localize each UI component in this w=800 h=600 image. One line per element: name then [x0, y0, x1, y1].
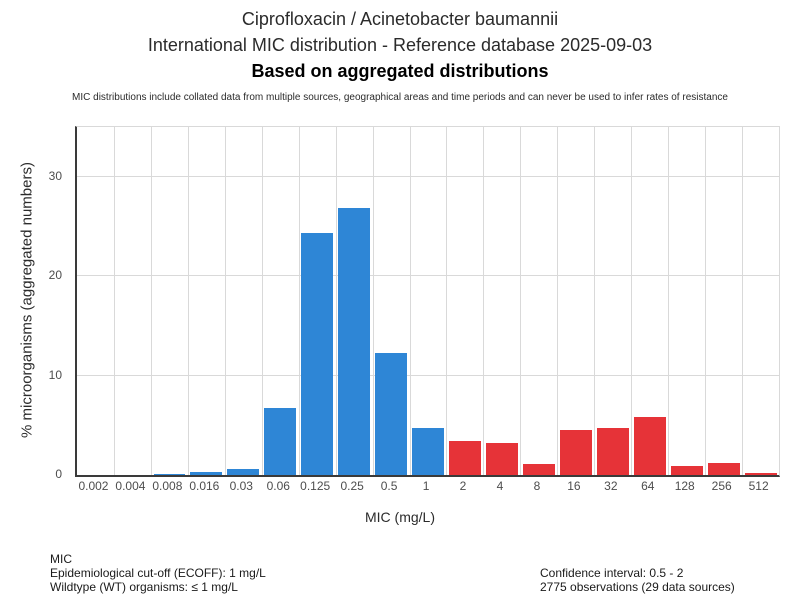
x-tick-2: 2 [459, 479, 467, 493]
v-gridline-2 [150, 127, 152, 475]
bar-1 [412, 428, 444, 475]
v-gridline-17 [705, 127, 707, 475]
v-gridline-18 [742, 127, 744, 475]
y-axis-title: % microorganisms (aggregated numbers) [18, 162, 36, 438]
bar-4 [486, 443, 518, 475]
x-tick-256: 256 [711, 479, 732, 493]
v-gridline-4 [224, 127, 226, 475]
y-tick-10: 10 [48, 367, 62, 382]
bar-cell-0.06 [262, 127, 299, 475]
bar-0.25 [338, 207, 371, 475]
bar-16 [559, 430, 592, 475]
bar-0.06 [264, 408, 297, 475]
ecoff-info-block: MIC Epidemiological cut-off (ECOFF): 1 m… [50, 552, 266, 594]
bar-0.016 [190, 472, 223, 475]
v-gridline-10 [446, 127, 448, 475]
x-tick-0.03: 0.03 [229, 479, 253, 493]
x-tick-0.016: 0.016 [189, 479, 220, 493]
chart-title-line1: Ciprofloxacin / Acinetobacter baumannii [241, 9, 559, 29]
ecoff-cutoff-line: Epidemiological cut-off (ECOFF): 1 mg/L [50, 566, 266, 580]
v-gridline-8 [372, 127, 374, 475]
v-gridline-1 [113, 127, 115, 475]
h-gridline-10 [77, 374, 779, 376]
chart-title-line2: International MIC distribution - Referen… [147, 35, 653, 55]
bar-0.125 [301, 233, 334, 475]
observations-line: 2775 observations (29 data sources) [540, 580, 735, 594]
v-gridline-13 [557, 127, 559, 475]
v-gridline-15 [631, 127, 633, 475]
y-tick-20: 20 [48, 268, 62, 283]
v-gridline-6 [298, 127, 300, 475]
bar-cell-0.004 [114, 127, 151, 475]
bar-32 [596, 428, 629, 475]
bar-cell-0.5 [373, 127, 410, 475]
x-tick-labels: 0.002 0.004 0.008 0.016 0.03 0.06 0.125 0.25 0.5… [75, 479, 777, 493]
bar-64 [633, 417, 666, 475]
h-gridline-20 [77, 275, 779, 277]
bar-cell-256 [705, 127, 742, 475]
x-tick-0.25: 0.25 [340, 479, 364, 493]
bar-2 [449, 441, 481, 475]
plot-area [75, 126, 780, 477]
x-tick-16: 16 [567, 479, 581, 493]
bar-0.5 [375, 352, 407, 475]
v-gridline-7 [335, 127, 337, 475]
v-gridline-14 [594, 127, 596, 475]
v-gridline-3 [187, 127, 189, 475]
x-tick-0.008: 0.008 [152, 479, 183, 493]
bar-cell-0.002 [77, 127, 114, 475]
v-gridline-16 [668, 127, 670, 475]
bar-cell-0.008 [151, 127, 188, 475]
bar-cell-0.016 [188, 127, 225, 475]
bar-cell-0.03 [225, 127, 262, 475]
chart-title-line3: Based on aggregated distributions [251, 61, 549, 81]
x-tick-0.5: 0.5 [380, 479, 398, 493]
x-tick-0.002: 0.002 [78, 479, 109, 493]
bar-cell-0.125 [299, 127, 336, 475]
bar-cell-512 [742, 127, 779, 475]
x-tick-128: 128 [674, 479, 695, 493]
bar-128 [670, 466, 703, 475]
x-tick-4: 4 [496, 479, 504, 493]
x-tick-64: 64 [641, 479, 655, 493]
bar-0.008 [153, 473, 186, 475]
bar-256 [707, 463, 740, 475]
bar-0.03 [227, 469, 260, 475]
x-tick-8: 8 [533, 479, 541, 493]
bar-cell-128 [668, 127, 705, 475]
h-gridline-30 [77, 175, 779, 177]
x-axis-title: MIC (mg/L) [365, 509, 435, 525]
bar-series [77, 127, 779, 475]
bar-8 [523, 464, 555, 475]
chart-header: Ciprofloxacin / Acinetobacter baumannii … [0, 6, 800, 104]
x-tick-512: 512 [748, 479, 769, 493]
bar-cell-64 [631, 127, 668, 475]
bar-cell-32 [594, 127, 631, 475]
x-tick-1: 1 [422, 479, 430, 493]
y-tick-30: 30 [48, 168, 62, 183]
x-tick-0.004: 0.004 [115, 479, 146, 493]
v-gridline-12 [520, 127, 522, 475]
bar-cell-0.25 [336, 127, 373, 475]
confidence-interval-line: Confidence interval: 0.5 - 2 [540, 566, 684, 580]
bar-cell-2 [447, 127, 484, 475]
bar-cell-4 [483, 127, 520, 475]
x-tick-0.125: 0.125 [300, 479, 331, 493]
v-gridline-9 [409, 127, 411, 475]
bar-512 [744, 473, 777, 475]
wildtype-line: Wildtype (WT) organisms: ≤ 1 mg/L [50, 580, 238, 594]
observations-info-block: Confidence interval: 0.5 - 2 2775 observ… [540, 566, 735, 594]
bar-cell-1 [410, 127, 447, 475]
ecoff-info-heading: MIC [50, 552, 72, 566]
y-tick-0: 0 [55, 467, 62, 481]
x-tick-32: 32 [604, 479, 618, 493]
x-tick-0.06: 0.06 [266, 479, 290, 493]
chart-disclaimer: MIC distributions include collated data … [72, 92, 728, 103]
bar-cell-8 [520, 127, 557, 475]
v-gridline-11 [483, 127, 485, 475]
bar-cell-16 [557, 127, 594, 475]
v-gridline-5 [261, 127, 263, 475]
